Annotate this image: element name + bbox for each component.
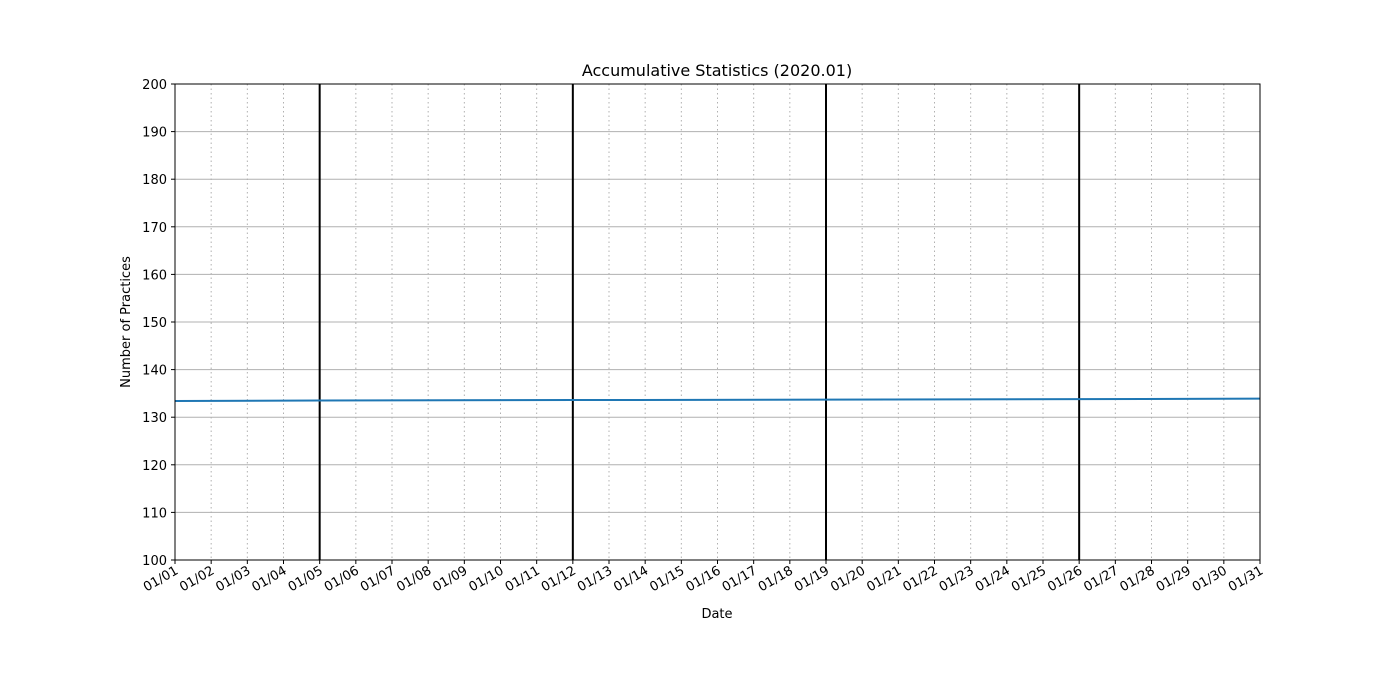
x-tick-label: 01/15 [647,563,687,595]
y-axis: 100 110 120 130 140 150 160 170 180 190 200 [142,78,175,569]
x-tick-label: 01/21 [864,563,904,595]
x-tick-label: 01/31 [1226,563,1266,595]
x-axis-label: Date [701,607,732,622]
x-tick-label: 01/14 [611,563,651,595]
series-layer [174,397,1261,403]
x-tick-label: 01/28 [1118,563,1158,595]
grid-layer [174,83,1261,561]
x-axis: 01/0101/0201/0301/0401/0501/0601/0701/08… [141,560,1266,595]
y-tick-label: 190 [142,126,167,141]
x-tick-label: 01/19 [792,563,832,595]
x-tick-label: 01/05 [286,563,326,595]
x-tick-label: 01/11 [503,563,543,595]
x-tick-label: 01/18 [756,563,796,595]
y-tick-label: 200 [142,78,167,93]
x-tick-label: 01/26 [1045,563,1085,595]
x-tick-label: 01/10 [467,563,507,595]
x-tick-label: 01/07 [358,563,398,595]
y-tick-label: 150 [142,316,167,331]
y-tick-label: 120 [142,459,167,474]
x-tick-label: 01/03 [213,563,253,595]
y-tick-label: 170 [142,221,167,236]
y-tick-label: 110 [142,506,167,521]
y-tick-label: 100 [142,554,167,569]
x-tick-label: 01/23 [937,563,977,595]
chart-title: Accumulative Statistics (2020.01) [582,61,852,80]
x-tick-label: 01/09 [430,563,470,595]
x-tick-label: 01/20 [828,563,868,595]
x-tick-label: 01/12 [539,563,579,595]
x-tick-label: 01/13 [575,563,615,595]
x-tick-label: 01/22 [901,563,941,595]
x-tick-label: 01/29 [1154,563,1194,595]
y-tick-label: 180 [142,173,167,188]
series-line [174,397,1261,403]
x-tick-label: 01/08 [394,563,434,595]
x-tick-label: 01/17 [720,563,760,595]
x-tick-label: 01/27 [1081,563,1121,595]
y-tick-label: 160 [142,268,167,283]
week-boundary-layer [318,84,1081,560]
x-tick-label: 01/04 [250,563,290,595]
y-axis-label: Number of Practices [119,256,134,388]
x-tick-label: 01/30 [1190,563,1230,595]
x-tick-label: 01/16 [684,563,724,595]
y-tick-label: 140 [142,364,167,379]
x-tick-label: 01/06 [322,563,362,595]
x-tick-label: 01/24 [973,563,1013,595]
x-tick-label: 01/25 [1009,563,1049,595]
y-tick-label: 130 [142,411,167,426]
x-tick-label: 01/02 [177,563,217,595]
